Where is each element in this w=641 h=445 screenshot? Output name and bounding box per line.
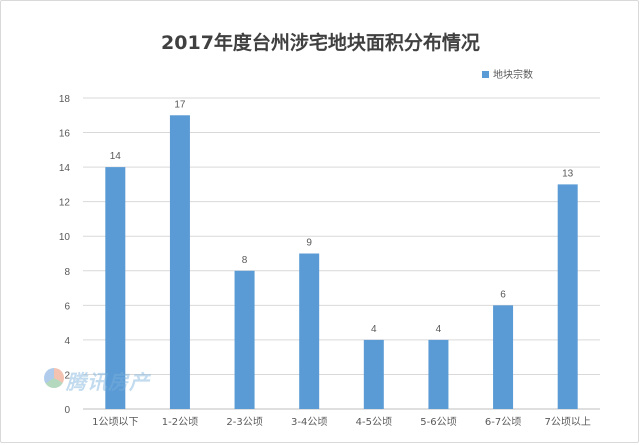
y-tick-label: 18: [59, 94, 71, 105]
bar: [428, 339, 449, 409]
watermark-logo-icon: [44, 368, 64, 388]
bar: [169, 115, 190, 410]
bar: [363, 339, 384, 409]
data-label: 13: [562, 168, 574, 179]
y-tick-label: 0: [64, 405, 70, 416]
x-tick-label: 3-4公顷: [291, 416, 327, 428]
x-tick-label: 7公顷以上: [545, 416, 591, 428]
data-label: 9: [306, 238, 312, 249]
data-label: 6: [500, 289, 506, 300]
x-tick-label: 1公顷以下: [92, 416, 138, 428]
y-tick-label: 16: [59, 129, 71, 140]
x-tick-label: 4-5公顷: [356, 416, 392, 428]
x-tick-label: 2-3公顷: [226, 416, 262, 428]
bar: [105, 167, 126, 409]
watermark-text: 腾讯房产: [66, 370, 150, 394]
data-label: 14: [110, 151, 122, 162]
data-label: 8: [242, 255, 248, 266]
legend-label: 地块宗数: [493, 68, 533, 81]
y-tick-label: 4: [64, 336, 70, 347]
x-tick-label: 5-6公顷: [420, 416, 456, 428]
data-label: 17: [174, 99, 186, 110]
chart-title: 2017年度台州涉宅地块面积分布情况: [161, 32, 480, 54]
bar: [493, 305, 514, 409]
y-tick-label: 10: [59, 232, 71, 243]
bar: [557, 184, 578, 409]
x-tick-label: 6-7公顷: [485, 416, 521, 428]
y-tick-label: 14: [59, 163, 71, 174]
bar: [234, 270, 255, 409]
bar: [299, 253, 320, 409]
x-tick-label: 1-2公顷: [162, 416, 198, 428]
data-label: 4: [371, 324, 377, 335]
y-tick-label: 12: [59, 198, 71, 209]
y-tick-label: 2: [64, 370, 70, 381]
data-label: 4: [436, 324, 442, 335]
y-tick-label: 8: [64, 267, 70, 278]
legend-swatch: [482, 71, 489, 78]
y-tick-label: 6: [64, 301, 70, 312]
